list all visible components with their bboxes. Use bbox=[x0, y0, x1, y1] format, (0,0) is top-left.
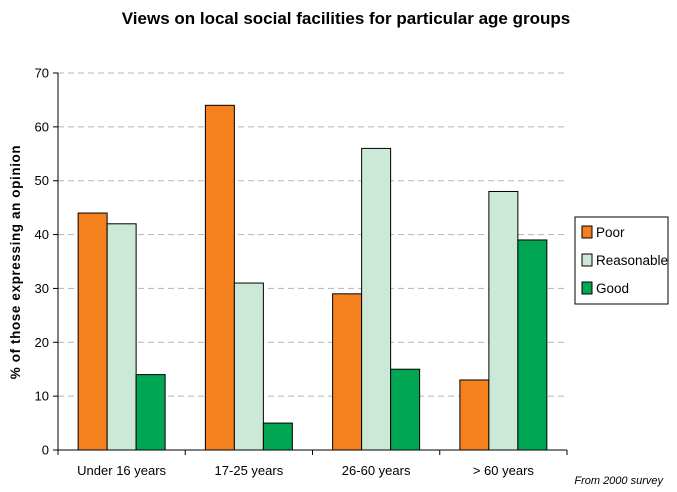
y-tick-label: 0 bbox=[42, 443, 49, 458]
y-tick-label: 60 bbox=[35, 119, 49, 134]
bar-good-1 bbox=[262, 422, 293, 451]
bar-good-3 bbox=[517, 239, 548, 451]
bar-good-0 bbox=[135, 374, 166, 451]
y-axis-label: % of those expressing an opinion bbox=[8, 145, 23, 379]
bar-good-2 bbox=[390, 368, 421, 451]
bar-reasonable-1 bbox=[233, 282, 264, 451]
bar-poor-3 bbox=[459, 379, 490, 451]
x-tick-label: 17-25 years bbox=[215, 463, 284, 478]
y-tick-label: 40 bbox=[35, 227, 49, 242]
legend: Poor Reasonable Good bbox=[574, 216, 669, 305]
x-tick-label: > 60 years bbox=[473, 463, 535, 478]
bar-poor-1 bbox=[204, 104, 235, 451]
bar-reasonable-2 bbox=[361, 147, 392, 451]
bar-poor-0 bbox=[77, 212, 108, 451]
legend-swatch-poor bbox=[581, 225, 593, 239]
legend-label-reasonable: Reasonable bbox=[596, 253, 668, 268]
bar-reasonable-0 bbox=[106, 223, 137, 451]
legend-label-poor: Poor bbox=[596, 225, 625, 240]
legend-swatch-reasonable bbox=[581, 253, 593, 267]
bars-group bbox=[77, 104, 548, 451]
y-tick-label: 20 bbox=[35, 335, 49, 350]
y-axis-ticks: 0 10 20 30 40 50 60 70 bbox=[35, 66, 58, 458]
grid-lines bbox=[58, 72, 567, 397]
x-tick-label: Under 16 years bbox=[77, 463, 166, 478]
survey-note: From 2000 survey bbox=[574, 475, 664, 487]
legend-label-good: Good bbox=[596, 281, 629, 296]
y-tick-label: 50 bbox=[35, 173, 49, 188]
bar-reasonable-3 bbox=[488, 190, 519, 451]
y-tick-label: 30 bbox=[35, 281, 49, 296]
legend-swatch-good bbox=[581, 281, 593, 295]
y-tick-label: 10 bbox=[35, 389, 49, 404]
chart-title: Views on local social facilities for par… bbox=[122, 9, 570, 28]
bar-poor-2 bbox=[332, 293, 363, 451]
x-tick-label: 26-60 years bbox=[342, 463, 411, 478]
y-tick-label: 70 bbox=[35, 66, 49, 81]
x-axis-ticks: Under 16 years 17-25 years 26-60 years > 60… bbox=[57, 450, 568, 478]
